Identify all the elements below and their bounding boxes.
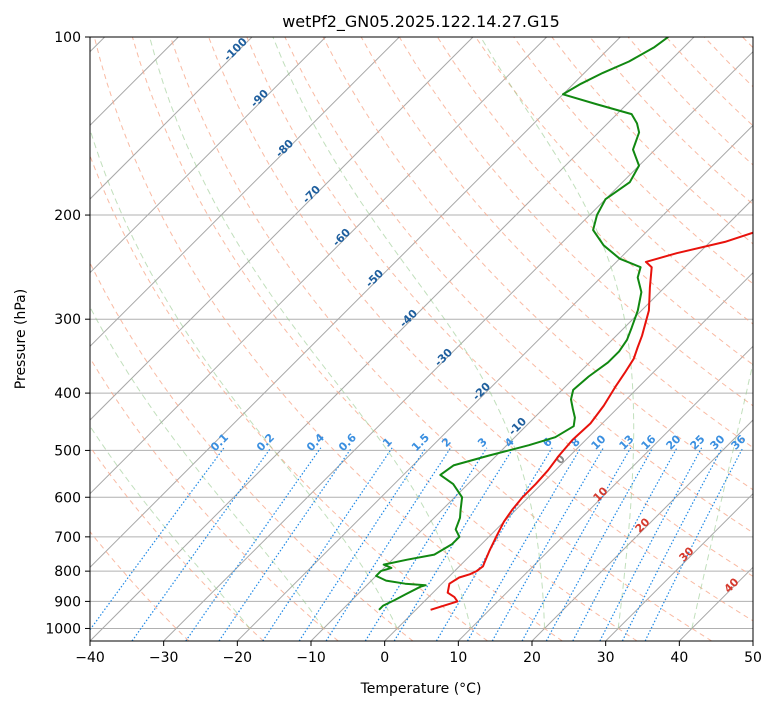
dry-adiabat	[513, 37, 753, 285]
dry-adiabat	[90, 530, 190, 641]
y-tick-label: 900	[54, 594, 81, 610]
mixing-ratio-line	[393, 447, 514, 641]
dry-adiabat	[398, 37, 753, 407]
mixing-ratio-line	[435, 447, 553, 641]
dry-adiabat	[170, 37, 712, 641]
x-tick-label: 10	[449, 650, 467, 666]
profile-lines	[375, 37, 753, 611]
x-axis-label: Temperature (°C)	[360, 681, 482, 697]
mixing-ratio-line	[599, 447, 703, 641]
plot-frame	[89, 36, 754, 642]
x-tick-label: −10	[296, 650, 326, 666]
isotherm-line	[531, 419, 753, 641]
temperature-profile-line	[430, 231, 753, 611]
mixing-ratio-line	[491, 447, 604, 641]
y-tick-label: 200	[54, 208, 81, 224]
moist-adiabat	[149, 37, 472, 629]
x-tick-label: 40	[670, 650, 688, 666]
y-tick-label: 600	[54, 490, 81, 506]
y-axis: 1000 900 800 700 600 500 400 300 200 100	[45, 30, 90, 637]
mixing-ratio-line	[262, 447, 393, 641]
mixing-ratio-line	[131, 447, 272, 641]
isotherm-line	[752, 640, 753, 641]
y-tick-label: 1000	[45, 621, 81, 637]
mixing-ratio-line	[644, 447, 744, 641]
x-tick-label: 30	[597, 650, 615, 666]
isotherm-line	[163, 50, 753, 641]
isotherm-line	[457, 345, 753, 641]
dry-adiabat	[90, 154, 488, 641]
moist-adiabat	[480, 37, 635, 629]
mixing-ratio-line	[218, 447, 353, 641]
isotherm-line	[90, 37, 327, 274]
isotherm-line	[90, 37, 253, 200]
moist-adiabat	[90, 305, 324, 629]
isotherm-line	[90, 37, 400, 348]
isotherm-line	[90, 37, 695, 641]
moist-adiabat	[90, 425, 251, 629]
mixing-ratio-line	[185, 447, 322, 641]
plot-background	[90, 37, 753, 641]
mixing-ratio-line	[621, 447, 723, 641]
dry-adiabat	[90, 445, 264, 641]
moist-adiabat	[272, 37, 545, 629]
dry-adiabat	[90, 261, 414, 641]
moist-adiabat	[691, 360, 753, 629]
isotherm-line	[236, 124, 753, 641]
background-lines	[90, 37, 753, 641]
x-tick-label: −40	[75, 650, 105, 666]
mixing-ratio-line	[298, 447, 427, 641]
mixing-ratio-line	[572, 447, 678, 641]
dewpoint-profile-line	[375, 37, 669, 611]
dry-adiabat	[208, 37, 753, 622]
chart-title: wetPf2_GN05.2025.122.14.27.G15	[282, 12, 560, 32]
y-tick-label: 100	[54, 30, 81, 46]
dry-adiabat	[93, 37, 563, 641]
dry-adiabat	[360, 37, 753, 449]
x-tick-label: 50	[744, 650, 762, 666]
x-tick-label: −30	[149, 650, 179, 666]
x-tick-label: 0	[380, 650, 389, 666]
y-tick-label: 500	[54, 443, 81, 459]
y-tick-label: 400	[54, 386, 81, 402]
moist-adiabat	[90, 127, 398, 629]
isotherm-line	[90, 37, 548, 495]
x-tick-label: 20	[523, 650, 541, 666]
y-tick-label: 800	[54, 564, 81, 580]
dry-adiabat	[246, 37, 753, 577]
mixing-ratio-line	[90, 447, 225, 631]
y-tick-label: 700	[54, 530, 81, 546]
y-axis-label: Pressure (hPa)	[13, 289, 29, 389]
isotherm-line	[384, 271, 753, 641]
x-tick-label: −20	[223, 650, 253, 666]
isotherm-line	[90, 37, 621, 569]
isotherm-line	[605, 492, 753, 641]
dry-adiabat	[131, 37, 638, 641]
x-axis: −40 −30 −20 −10 0 10 20 30 40 50	[75, 641, 762, 666]
isotherm-line	[90, 37, 474, 421]
y-tick-label: 300	[54, 312, 81, 328]
mixing-ratio-line	[466, 447, 582, 641]
